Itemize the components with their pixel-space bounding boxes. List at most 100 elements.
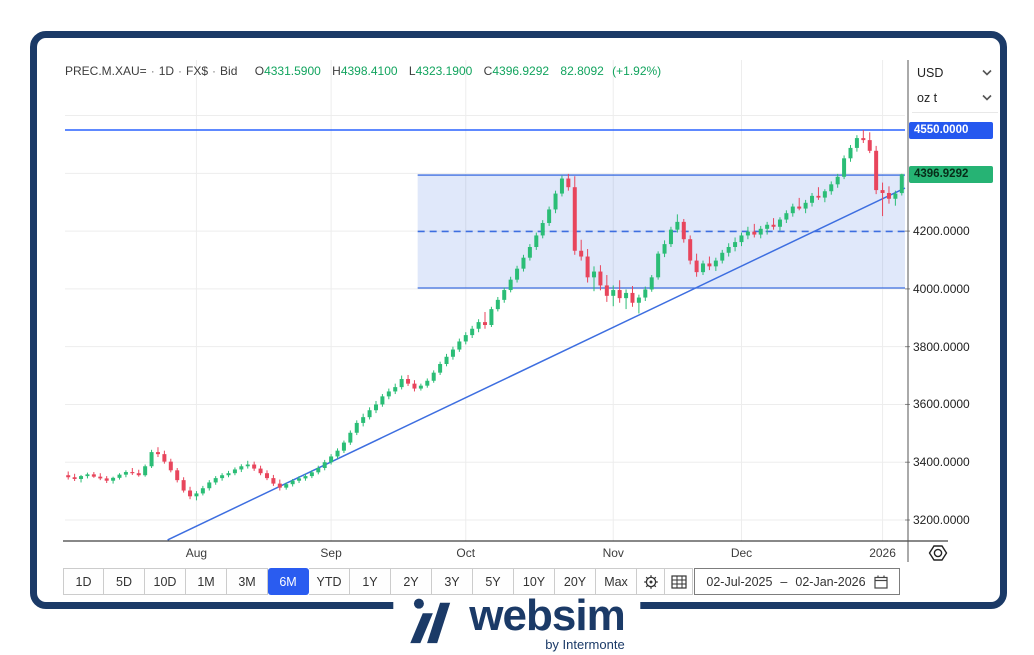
candle-body xyxy=(220,475,225,479)
candle-body xyxy=(149,452,154,467)
price-field: Bid xyxy=(220,64,238,78)
candle-body xyxy=(111,477,116,481)
candle-body xyxy=(264,473,269,479)
range-button-ytd[interactable]: YTD xyxy=(309,568,350,595)
candle-body xyxy=(508,279,513,291)
high-value: 4398.4100 xyxy=(340,64,398,78)
date-separator: – xyxy=(780,574,788,589)
range-button-6m[interactable]: 6M xyxy=(268,568,309,595)
candle-body xyxy=(579,250,584,257)
candle-body xyxy=(450,349,455,357)
candle-body xyxy=(598,271,603,286)
settings-button[interactable] xyxy=(637,568,665,595)
candle-body xyxy=(534,235,539,247)
candle-body xyxy=(540,223,545,236)
range-button-10d[interactable]: 10D xyxy=(145,568,186,595)
candle-body xyxy=(790,206,795,214)
currency-label: USD xyxy=(917,65,944,80)
chart-frame xyxy=(30,31,1007,609)
candle-body xyxy=(476,322,481,329)
candle-body xyxy=(98,476,103,479)
candle-body xyxy=(527,247,532,258)
candle-body xyxy=(123,472,128,475)
candle-body xyxy=(829,184,834,192)
candle-body xyxy=(636,297,641,303)
price-tick-label: 4200.0000 xyxy=(913,224,970,239)
candle-body xyxy=(354,422,359,433)
range-button-5d[interactable]: 5D xyxy=(104,568,145,595)
candle-body xyxy=(752,231,757,235)
month-label-2026: 2026 xyxy=(869,546,896,560)
candle-body xyxy=(117,474,122,478)
candle-body xyxy=(547,209,552,224)
eye-icon[interactable] xyxy=(925,542,951,569)
candle-body xyxy=(412,383,417,389)
range-button-1y[interactable]: 1Y xyxy=(350,568,391,595)
candle-body xyxy=(232,469,237,474)
candle-body xyxy=(810,195,815,203)
candle-body xyxy=(226,473,231,476)
candle-body xyxy=(835,176,840,185)
range-button-1m[interactable]: 1M xyxy=(186,568,227,595)
range-button-1d[interactable]: 1D xyxy=(63,568,104,595)
calendar-icon[interactable] xyxy=(873,575,888,589)
candle-body xyxy=(733,242,738,247)
weight-unit-dropdown[interactable]: oz t xyxy=(912,85,998,110)
candle-body xyxy=(713,260,718,267)
candle-body xyxy=(758,228,763,235)
candle-body xyxy=(777,219,782,227)
range-button-10y[interactable]: 10Y xyxy=(514,568,555,595)
range-button-5y[interactable]: 5Y xyxy=(473,568,514,595)
candle-body xyxy=(592,271,597,278)
candle-body xyxy=(380,396,385,405)
chevron-down-icon xyxy=(982,94,992,101)
price-channel-drawing[interactable] xyxy=(417,174,905,289)
candle-body xyxy=(515,268,520,280)
candle-body xyxy=(861,138,866,141)
candle-body xyxy=(155,452,160,455)
candle-body xyxy=(284,484,289,488)
candle-body xyxy=(572,187,577,251)
candle-body xyxy=(297,478,302,481)
candle-body xyxy=(213,478,218,483)
date-range-picker[interactable]: 02-Jul-2025 – 02-Jan-2026 xyxy=(694,568,900,595)
interval: 1D xyxy=(158,64,175,78)
symbol-name: PREC.M.XAU= xyxy=(65,64,147,78)
candle-body xyxy=(303,476,308,479)
candle-body xyxy=(899,174,904,194)
candle-body xyxy=(361,417,366,423)
candle-body xyxy=(771,224,776,227)
candle-body xyxy=(624,292,629,299)
websim-logo-icon xyxy=(410,598,451,644)
range-button-max[interactable]: Max xyxy=(596,568,637,595)
candle-body xyxy=(290,480,295,485)
date-from: 02-Jul-2025 xyxy=(706,574,773,589)
range-button-3m[interactable]: 3M xyxy=(227,568,268,595)
candle-body xyxy=(309,472,314,477)
candle-body xyxy=(207,482,212,489)
candle-body xyxy=(66,475,71,478)
weight-unit-label: oz t xyxy=(917,90,938,105)
range-button-2y[interactable]: 2Y xyxy=(391,568,432,595)
trendline-drawing[interactable] xyxy=(167,187,906,541)
candle-body xyxy=(277,483,282,488)
gridlines xyxy=(65,60,910,541)
candle-body xyxy=(489,309,494,325)
table-icon xyxy=(670,574,687,589)
candle-body xyxy=(175,470,180,481)
candle-body xyxy=(79,476,84,479)
candle-body xyxy=(720,252,725,261)
range-button-3y[interactable]: 3Y xyxy=(432,568,473,595)
table-view-button[interactable] xyxy=(665,568,693,595)
candle-body xyxy=(341,442,346,451)
candle-body xyxy=(880,190,885,193)
candle-body xyxy=(438,364,443,373)
currency-dropdown[interactable]: USD xyxy=(912,60,998,85)
range-button-20y[interactable]: 20Y xyxy=(555,568,596,595)
brand-logo: websim by Intermonte xyxy=(393,594,641,652)
candle-body xyxy=(585,256,590,278)
candle-body xyxy=(803,202,808,209)
candle-body xyxy=(245,464,250,467)
chevron-down-icon xyxy=(982,69,992,76)
